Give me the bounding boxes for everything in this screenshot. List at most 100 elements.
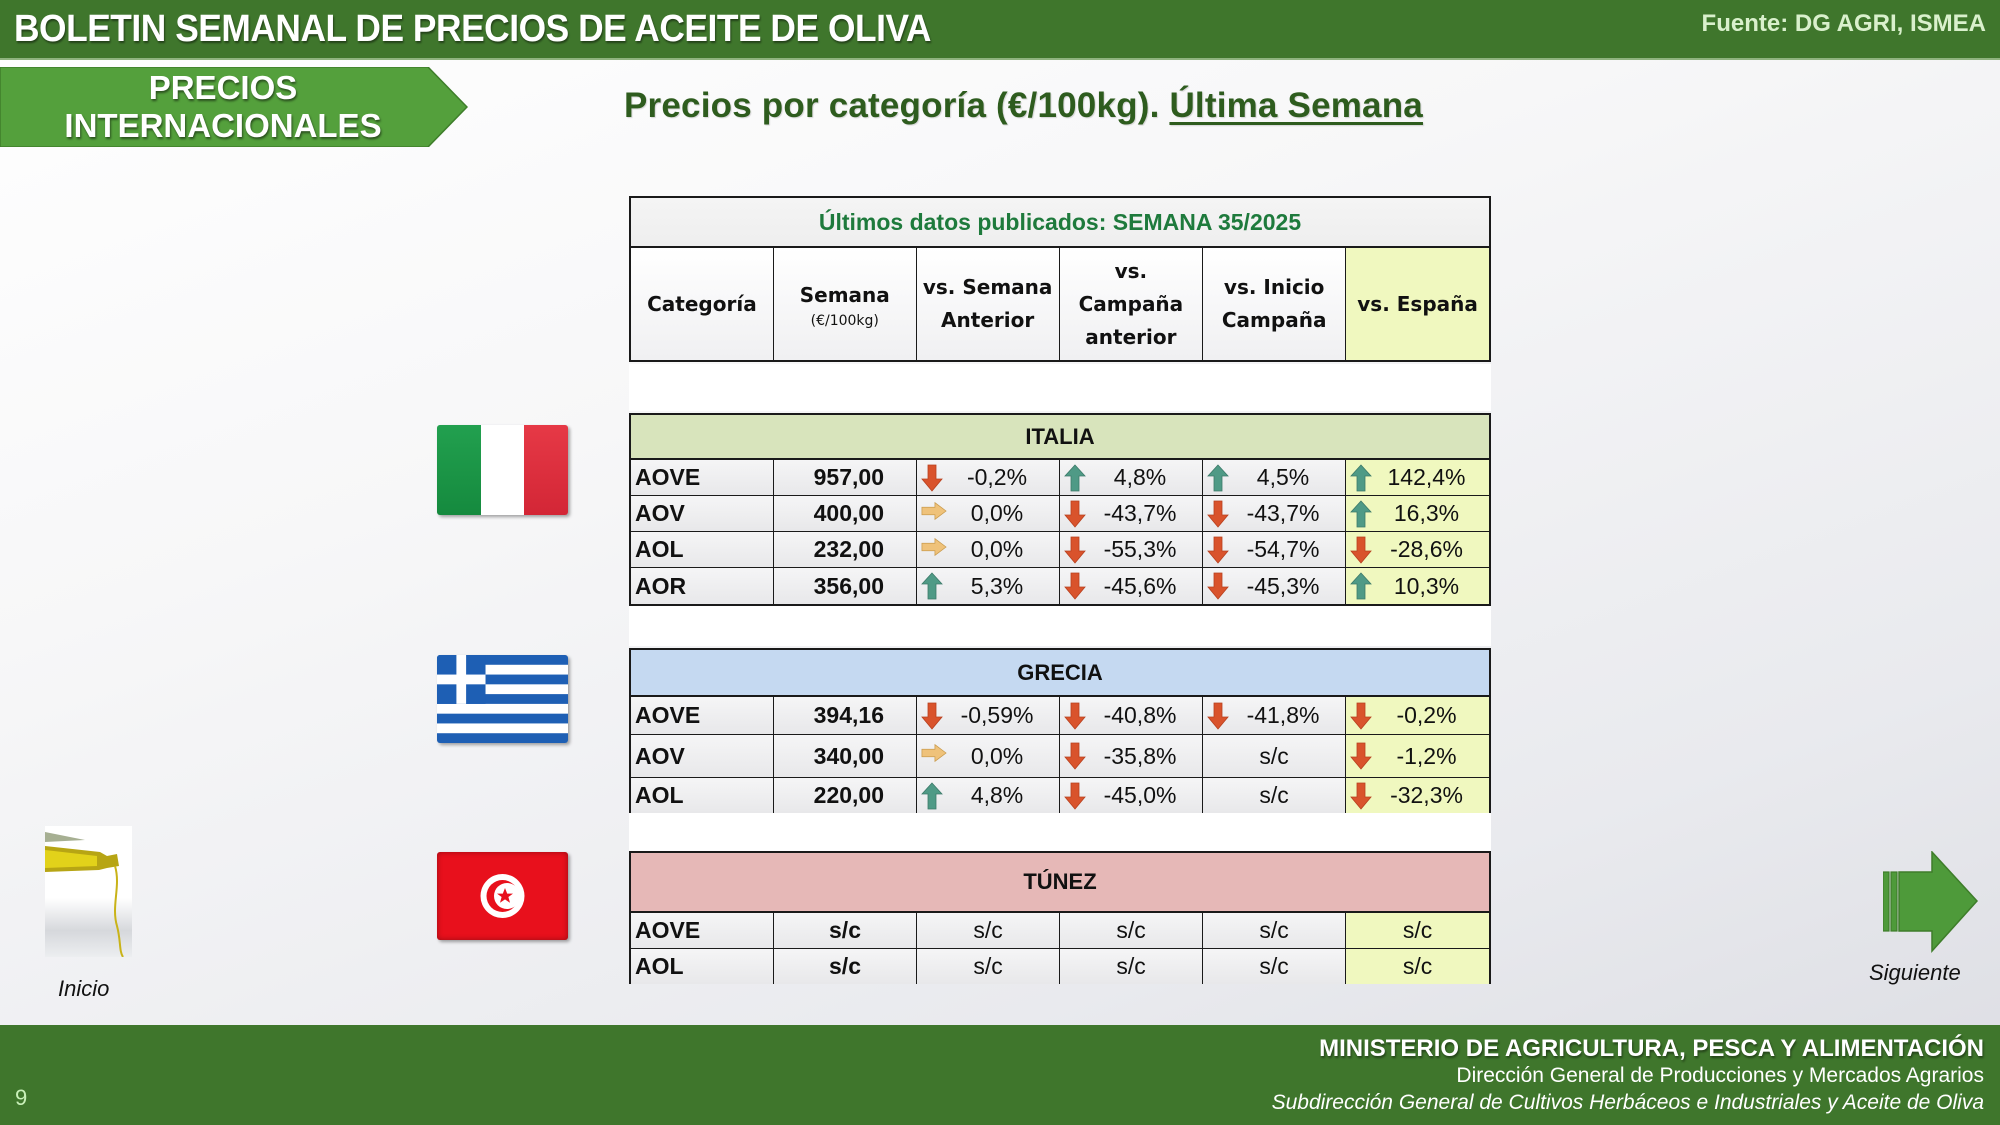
arrow-down-icon bbox=[921, 702, 943, 730]
arrow-down-icon bbox=[1064, 742, 1086, 770]
arrow-right-icon bbox=[921, 536, 947, 564]
table-row: AOL s/c s/c s/c s/c s/c bbox=[631, 949, 1490, 984]
percent-value: 10,3% bbox=[1393, 572, 1460, 599]
country-header: GRECIA bbox=[631, 650, 1489, 697]
price-cell: 232,00 bbox=[773, 532, 917, 567]
vs-prev-campaign-cell: -55,3% bbox=[1060, 532, 1203, 567]
vs-campaign-start-cell: s/c bbox=[1203, 778, 1346, 813]
percent-value: -1,2% bbox=[1396, 742, 1457, 769]
bulletin-title: BOLETIN SEMANAL DE PRECIOS DE ACEITE DE … bbox=[14, 8, 931, 50]
vs-prev-week-cell: s/c bbox=[917, 949, 1061, 984]
percent-value: -40,8% bbox=[1103, 702, 1177, 728]
table-row: AOL 232,00 0,0% -55,3% -54,7% -28,6% bbox=[631, 532, 1489, 568]
greece-flag-icon bbox=[437, 655, 568, 743]
next-button[interactable] bbox=[1882, 850, 1979, 953]
arrow-up-icon bbox=[1207, 463, 1229, 492]
arrow-up-icon bbox=[921, 572, 943, 600]
spacer bbox=[629, 364, 1491, 411]
arrow-up-icon bbox=[1350, 463, 1372, 492]
price-cell: 220,00 bbox=[773, 778, 918, 813]
percent-value: 16,3% bbox=[1393, 500, 1460, 526]
next-label[interactable]: Siguiente bbox=[1869, 960, 1961, 985]
vs-prev-week-cell: 4,8% bbox=[917, 778, 1061, 813]
percent-value: -45,0% bbox=[1103, 782, 1177, 808]
percent-value: 142,4% bbox=[1387, 464, 1466, 490]
vs-prev-campaign-cell: s/c bbox=[1060, 949, 1204, 984]
vs-spain-cell: -28,6% bbox=[1346, 532, 1489, 567]
category-cell: AOV bbox=[631, 735, 774, 777]
price-cell: s/c bbox=[774, 913, 918, 948]
page-number: 9 bbox=[15, 1085, 28, 1110]
country-block-grecia: GRECIA AOVE 394,16 -0,59% -40,8% -41,8% -0… bbox=[629, 648, 1491, 813]
vs-campaign-start-cell: s/c bbox=[1203, 913, 1347, 948]
vs-prev-campaign-cell: -45,0% bbox=[1060, 778, 1204, 813]
arrow-up-icon bbox=[1064, 463, 1086, 492]
col-header-categoria: Categoría bbox=[631, 248, 774, 360]
footer-directorate: Dirección General de Producciones y Merc… bbox=[1456, 1064, 1984, 1087]
percent-value: -45,3% bbox=[1246, 572, 1320, 599]
category-cell: AOV bbox=[631, 496, 774, 531]
table-row: AOVE 394,16 -0,59% -40,8% -41,8% -0,2% bbox=[631, 697, 1489, 735]
col-header-vs-inicio-campana: vs. Inicio Campaña bbox=[1203, 248, 1347, 360]
footer-subdirectorate: Subdirección General de Cultivos Herbáce… bbox=[1271, 1091, 1984, 1114]
vs-campaign-start-cell: s/c bbox=[1203, 735, 1346, 777]
table-header: Últimos datos publicados: SEMANA 35/2025… bbox=[629, 196, 1491, 362]
page-title: Precios por categoría (€/100kg). Última … bbox=[624, 86, 1423, 126]
section-tag: PRECIOS INTERNACIONALES bbox=[0, 67, 468, 147]
vs-spain-cell: s/c bbox=[1346, 913, 1490, 948]
italy-flag-icon bbox=[437, 425, 568, 515]
vs-campaign-start-cell: -54,7% bbox=[1203, 532, 1346, 567]
vs-campaign-start-cell: -43,7% bbox=[1203, 496, 1346, 531]
table-row: AOVE 957,00 -0,2% 4,8% 4,5% 142,4% bbox=[631, 460, 1489, 496]
category-cell: AOVE bbox=[631, 697, 774, 734]
vs-prev-campaign-cell: s/c bbox=[1060, 913, 1204, 948]
vs-spain-cell: s/c bbox=[1346, 949, 1490, 984]
percent-value: -41,8% bbox=[1246, 702, 1320, 728]
table-row: AOVE s/c s/c s/c s/c s/c bbox=[631, 913, 1490, 949]
arrow-down-icon bbox=[1207, 572, 1229, 600]
price-cell: 356,00 bbox=[773, 568, 917, 604]
percent-value: 5,3% bbox=[970, 572, 1024, 599]
arrow-down-icon bbox=[1064, 782, 1086, 810]
footer: 9 MINISTERIO DE AGRICULTURA, PESCA Y ALI… bbox=[0, 1025, 2000, 1125]
vs-prev-week-cell: -0,2% bbox=[917, 460, 1060, 495]
country-block-tunez: TÚNEZ AOVE s/c s/c s/c s/c s/c AOL s/c s/c s/c s/c s… bbox=[629, 851, 1491, 984]
price-cell: 400,00 bbox=[773, 496, 917, 531]
percent-value: -0,2% bbox=[1396, 702, 1457, 728]
vs-campaign-start-cell: 4,5% bbox=[1203, 460, 1346, 495]
vs-spain-cell: 16,3% bbox=[1346, 496, 1489, 531]
vs-prev-campaign-cell: -40,8% bbox=[1060, 697, 1203, 734]
vs-prev-week-cell: -0,59% bbox=[917, 697, 1060, 734]
vs-spain-cell: 142,4% bbox=[1346, 460, 1489, 495]
percent-value: -54,7% bbox=[1246, 536, 1320, 562]
price-cell: 340,00 bbox=[773, 735, 918, 777]
spacer bbox=[629, 813, 1491, 851]
arrow-down-icon bbox=[1350, 702, 1372, 730]
category-cell: AOL bbox=[631, 949, 775, 984]
category-cell: AOL bbox=[631, 532, 774, 567]
table-row: AOV 400,00 0,0% -43,7% -43,7% 16,3% bbox=[631, 496, 1489, 532]
column-headers: Categoría Semana (€/100kg) vs. Semana Ant… bbox=[631, 248, 1489, 360]
vs-campaign-start-cell: -45,3% bbox=[1203, 568, 1346, 604]
vs-prev-week-cell: 0,0% bbox=[917, 496, 1060, 531]
home-button[interactable] bbox=[45, 826, 132, 957]
category-cell: AOVE bbox=[631, 913, 775, 948]
col-header-vs-campana-anterior: vs. Campaña anterior bbox=[1059, 248, 1204, 360]
top-bar: BOLETIN SEMANAL DE PRECIOS DE ACEITE DE … bbox=[0, 0, 2000, 60]
price-cell: 394,16 bbox=[773, 697, 917, 734]
arrow-up-icon bbox=[1350, 572, 1372, 600]
percent-value: 0,0% bbox=[970, 536, 1024, 562]
home-label[interactable]: Inicio bbox=[58, 976, 110, 1001]
category-cell: AOVE bbox=[631, 460, 774, 495]
arrow-down-icon bbox=[1350, 782, 1372, 810]
olive-oil-bottle-icon bbox=[45, 832, 124, 957]
percent-value: 0,0% bbox=[970, 500, 1024, 526]
percent-value: -43,7% bbox=[1246, 500, 1320, 526]
percent-value: -55,3% bbox=[1103, 536, 1177, 562]
percent-value: -32,3% bbox=[1390, 782, 1463, 808]
arrow-down-icon bbox=[1064, 500, 1086, 528]
footer-ministry: MINISTERIO DE AGRICULTURA, PESCA Y ALIME… bbox=[1319, 1035, 1984, 1062]
arrow-down-icon bbox=[1207, 500, 1229, 528]
arrow-down-icon bbox=[1064, 702, 1086, 730]
table-caption: Últimos datos publicados: SEMANA 35/2025 bbox=[631, 198, 1489, 248]
